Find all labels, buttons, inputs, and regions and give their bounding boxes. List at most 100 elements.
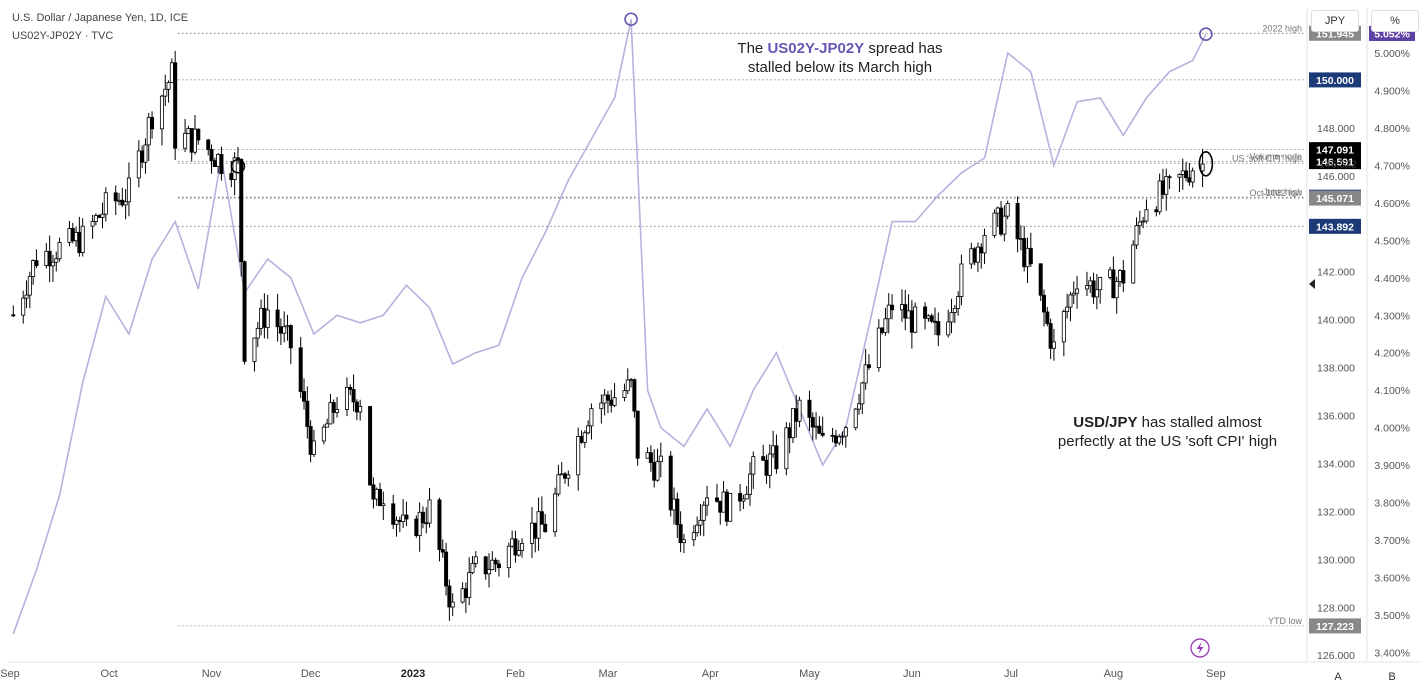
candle-body [506, 545, 511, 569]
marker-layer [230, 12, 1214, 177]
candle-body [450, 601, 455, 608]
candle-body [239, 159, 244, 263]
percent-axis[interactable]: 3.400% 3.500% 3.600% 3.700% 3.800% 3.900% 4.00… [1374, 10, 1410, 659]
spread-line [12, 19, 1207, 635]
candle-body [391, 503, 396, 525]
usdjpy-annotation: USD/JPY has stalled almost perfectly at … [1057, 414, 1278, 450]
candle-body [817, 425, 822, 434]
candle-body [265, 309, 270, 328]
price-tick: 142.000 [1317, 267, 1355, 279]
candle-body [728, 493, 733, 522]
candle-body [886, 304, 891, 320]
candle-body [635, 410, 640, 459]
candle-body [278, 326, 283, 334]
candle-body [681, 539, 686, 543]
candle-body [1157, 180, 1162, 213]
percent-tick: 3.500% [1374, 610, 1410, 622]
candle-body [1131, 244, 1136, 284]
price-tick: 130.000 [1317, 554, 1355, 566]
candle-body [24, 294, 29, 299]
level-badge-text: 143.892 [1316, 221, 1354, 233]
price-high-marker [230, 158, 246, 174]
candle-body [599, 402, 604, 410]
candle-body [74, 231, 79, 242]
candle-body [1154, 209, 1159, 213]
candle-body [553, 493, 558, 533]
auto-scale-button[interactable]: A [1327, 667, 1349, 687]
candles-layer [11, 50, 1205, 621]
candle-body [209, 149, 214, 161]
candle-body [1091, 280, 1096, 298]
time-tick: Feb [506, 668, 525, 680]
candle-body [189, 128, 194, 153]
candle-body [305, 400, 310, 427]
candle-body [975, 246, 980, 263]
price-tick: 136.000 [1317, 411, 1355, 423]
candle-body [612, 397, 617, 406]
candle-body [377, 488, 382, 507]
candle-body [837, 436, 842, 444]
candle-body [344, 386, 349, 410]
candle-body [206, 139, 211, 150]
log-scale-button[interactable]: B [1381, 667, 1403, 687]
candle-body [252, 337, 257, 362]
level-label: Oct 2022 low [1249, 188, 1302, 198]
level-label: June high [1263, 187, 1302, 197]
candle-body [31, 260, 36, 277]
percent-tick: 4.000% [1374, 423, 1410, 435]
candle-body [404, 514, 409, 520]
candle-body [1144, 209, 1149, 222]
candle-body [1164, 176, 1169, 195]
candle-body [447, 585, 452, 608]
candle-body [196, 128, 201, 141]
lightning-icon[interactable] [1190, 638, 1210, 658]
candle-body [658, 455, 663, 463]
price-tick: 148.000 [1317, 123, 1355, 135]
time-axis[interactable]: Sep Oct Nov Dec 2023 Feb Mar Apr May Jun Jul Aug Sep [0, 668, 1225, 680]
candle-body [853, 408, 858, 429]
candle-body [417, 511, 422, 536]
currency-button[interactable]: JPY [1311, 10, 1359, 32]
percent-tick: 4.800% [1374, 123, 1410, 135]
candle-body [285, 325, 290, 328]
candle-body [810, 416, 815, 428]
level-badges: 151.945150.000147.091146.591146.522145.1… [1309, 25, 1415, 634]
candle-body [1180, 170, 1185, 175]
candle-body [216, 154, 221, 167]
candle-body [860, 382, 865, 405]
candle-body [533, 522, 538, 539]
candle-body [579, 436, 584, 443]
candle-body [259, 307, 264, 329]
candle-body [44, 250, 49, 266]
price-tick: 126.000 [1317, 650, 1355, 662]
percent-button[interactable]: % [1371, 10, 1419, 32]
level-badge-text: 145.071 [1316, 193, 1354, 205]
candle-body [1028, 247, 1033, 265]
candle-body [678, 524, 683, 543]
candle-body [166, 82, 171, 90]
price-axis[interactable]: 126.000 128.000 130.000 132.000 134.000 136.0… [1317, 123, 1355, 662]
spread-high-marker [624, 12, 638, 27]
candle-body [903, 304, 908, 319]
level-badge [1309, 142, 1361, 158]
percent-tick: 3.400% [1374, 648, 1410, 660]
candle-body [771, 445, 776, 455]
candle-body [97, 215, 102, 218]
time-tick: Mar [598, 668, 617, 680]
percent-tick: 3.800% [1374, 498, 1410, 510]
candle-body [1088, 280, 1093, 287]
candle-body [219, 154, 224, 174]
candle-body [764, 459, 769, 476]
time-tick: May [799, 668, 820, 680]
price-tick: 128.000 [1317, 602, 1355, 614]
candle-body [510, 538, 515, 547]
candle-body [1042, 294, 1047, 313]
spread-line-layer [12, 19, 1207, 635]
candle-body [1061, 311, 1066, 343]
candle-body [163, 88, 168, 97]
percent-tick: 4.500% [1374, 235, 1410, 247]
candle-body [520, 542, 525, 551]
candle-body [47, 250, 52, 267]
